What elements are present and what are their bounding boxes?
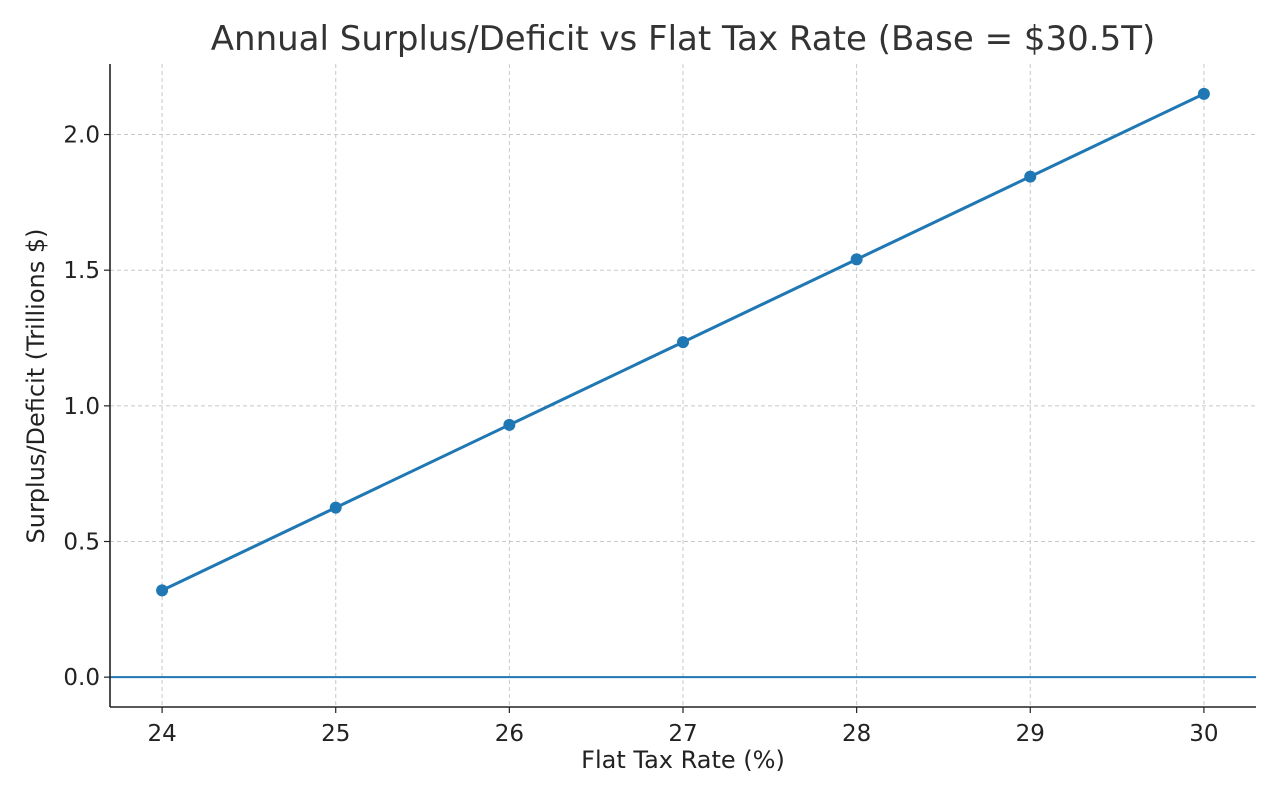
data-point-0-4	[850, 253, 863, 266]
x-tick-label-4: 28	[842, 721, 871, 747]
axes	[104, 64, 1256, 713]
x-axis-label: Flat Tax Rate (%)	[581, 746, 785, 774]
x-tick-label-3: 27	[668, 721, 697, 747]
y-tick-label-0: 0.0	[63, 665, 100, 691]
x-tick-label-1: 25	[321, 721, 350, 747]
data-point-0-1	[329, 501, 342, 514]
data-point-0-6	[1197, 87, 1210, 100]
y-tick-label-1: 0.5	[63, 530, 100, 556]
x-tick-label-5: 29	[1016, 721, 1045, 747]
y-axis-label: Surplus/Deficit (Trillions $)	[22, 229, 50, 544]
y-tick-label-2: 1.0	[63, 394, 100, 420]
y-tick-label-4: 2.0	[63, 123, 100, 149]
x-tick-label-6: 30	[1189, 721, 1218, 747]
x-tick-label-0: 24	[147, 721, 176, 747]
y-tick-label-3: 1.5	[63, 258, 100, 284]
tick-labels: 24 25 26 27 28 29 30 0.0 0.5 1.0 1.5 2.0	[63, 123, 1218, 747]
x-tick-label-2: 26	[495, 721, 524, 747]
data-point-0-0	[156, 584, 169, 597]
chart-title: Annual Surplus/Deficit vs Flat Tax Rate …	[211, 19, 1155, 59]
series-group	[156, 87, 1210, 597]
data-point-0-3	[677, 336, 689, 349]
grid	[110, 64, 1256, 707]
data-point-0-5	[1024, 170, 1037, 183]
data-point-0-2	[503, 418, 516, 431]
